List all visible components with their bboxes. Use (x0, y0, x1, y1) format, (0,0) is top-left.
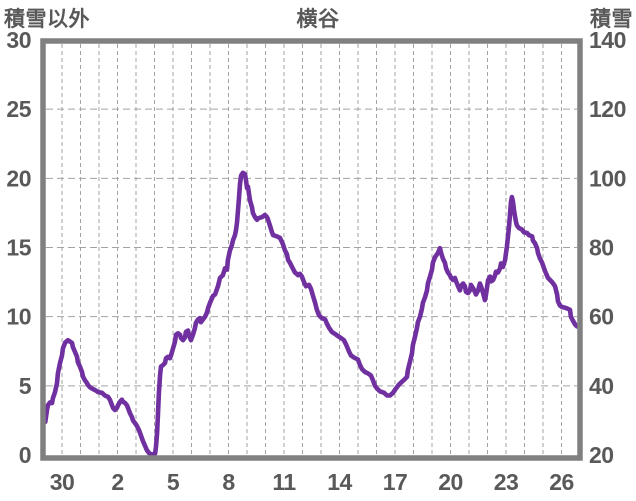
left-axis-tick-labels: 30 25 20 15 10 5 0 (6, 27, 32, 468)
x-axis-tick-label: 5 (167, 469, 180, 495)
series-path (43, 170, 580, 457)
left-axis-tick-label: 15 (6, 235, 31, 261)
gridlines (46, 44, 577, 455)
right-axis-tick-labels: 140 120 100 80 60 40 20 (589, 27, 626, 468)
plot-border-rect (40, 38, 583, 461)
right-axis-tick-label: 140 (589, 27, 626, 53)
right-axis-tick-label: 120 (589, 96, 626, 122)
snow-depth-line (43, 170, 580, 457)
chart-title: 横谷 (296, 8, 340, 31)
right-axis-tick-label: 20 (589, 442, 614, 468)
right-axis-tick-label: 100 (589, 165, 626, 191)
left-axis-tick-label: 20 (6, 165, 31, 191)
right-axis-tick-label: 80 (589, 235, 614, 261)
right-axis-tick-label: 40 (589, 373, 614, 399)
x-axis-tick-labels: 30 2 5 8 11 14 17 20 23 26 (50, 469, 575, 495)
left-axis-tick-label: 30 (6, 27, 31, 53)
plot-border (40, 38, 583, 461)
right-axis-title: 積雪 (590, 8, 633, 31)
x-axis-tick-label: 17 (383, 469, 408, 495)
left-axis-tick-label: 0 (19, 442, 31, 468)
left-axis-tick-label: 10 (6, 304, 31, 330)
x-axis-tick-label: 8 (222, 469, 235, 495)
left-axis-tick-label: 5 (19, 373, 32, 399)
x-axis-tick-label: 11 (272, 469, 296, 495)
x-axis-tick-label: 2 (111, 469, 123, 495)
x-axis-tick-label: 26 (549, 469, 574, 495)
left-axis-tick-label: 25 (6, 96, 31, 122)
x-axis-tick-label: 14 (327, 469, 352, 495)
left-axis-title: 積雪以外 (4, 8, 90, 31)
x-axis-tick-label: 30 (50, 469, 75, 495)
x-axis-tick-label: 20 (438, 469, 463, 495)
right-axis-tick-label: 60 (589, 304, 614, 330)
x-axis-tick-label: 23 (494, 469, 519, 495)
